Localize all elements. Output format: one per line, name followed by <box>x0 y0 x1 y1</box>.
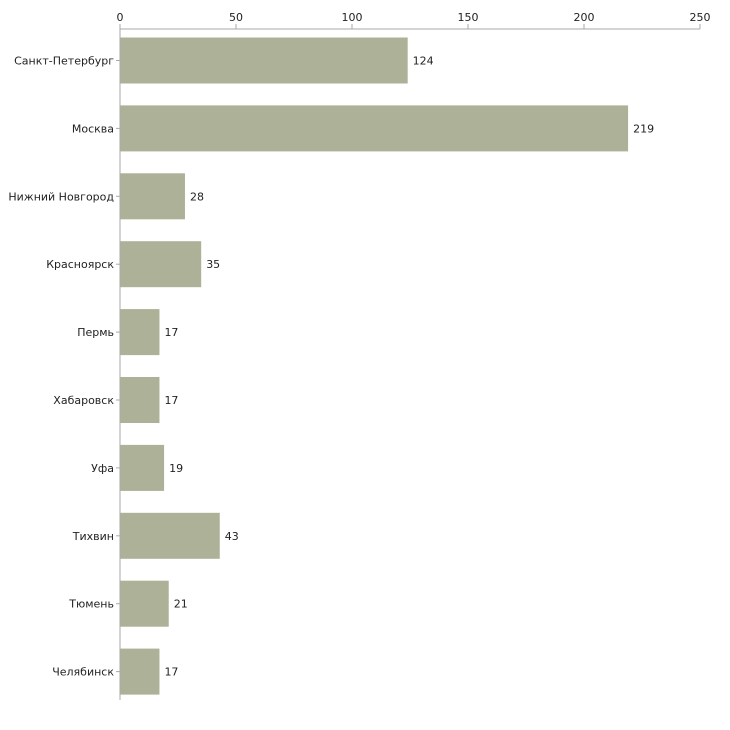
bar <box>120 512 220 559</box>
bar <box>120 241 202 288</box>
x-tick-label: 50 <box>229 11 243 24</box>
bar <box>120 580 169 627</box>
bar <box>120 37 408 84</box>
category-labels: Санкт-Петербург Москва Нижний Новгород Крас… <box>8 55 120 679</box>
value-label: 17 <box>164 326 178 339</box>
value-label: 28 <box>190 190 204 203</box>
bar <box>120 105 629 152</box>
category-label: Тихвин <box>72 530 114 543</box>
category-label: Хабаровск <box>53 394 114 407</box>
bar <box>120 173 185 220</box>
category-label: Тюмень <box>68 598 114 611</box>
x-tick-label: 0 <box>117 11 124 24</box>
category-label: Москва <box>72 122 114 135</box>
bars <box>120 37 629 695</box>
value-label: 17 <box>164 666 178 679</box>
value-label: 35 <box>206 258 220 271</box>
bar <box>120 377 160 423</box>
bar <box>120 309 160 356</box>
category-label: Санкт-Петербург <box>14 55 114 68</box>
x-tick-label: 150 <box>458 11 479 24</box>
category-label: Челябинск <box>52 666 114 679</box>
x-axis-ticks: 0 50 100 150 200 250 <box>117 11 711 29</box>
x-tick-label: 100 <box>342 11 363 24</box>
value-labels: 124 219 28 35 17 17 19 43 21 17 <box>164 55 654 679</box>
bar <box>120 648 160 695</box>
x-tick-label: 200 <box>574 11 595 24</box>
value-label: 219 <box>633 122 654 135</box>
category-label: Нижний Новгород <box>8 190 114 203</box>
x-tick-label: 250 <box>690 11 711 24</box>
category-label: Красноярск <box>46 258 114 271</box>
bar <box>120 444 165 491</box>
value-label: 124 <box>413 55 434 68</box>
value-label: 21 <box>174 598 188 611</box>
category-label: Уфа <box>91 462 114 475</box>
value-label: 17 <box>164 394 178 407</box>
value-label: 19 <box>169 462 183 475</box>
value-label: 43 <box>225 530 239 543</box>
category-label: Пермь <box>77 326 114 339</box>
